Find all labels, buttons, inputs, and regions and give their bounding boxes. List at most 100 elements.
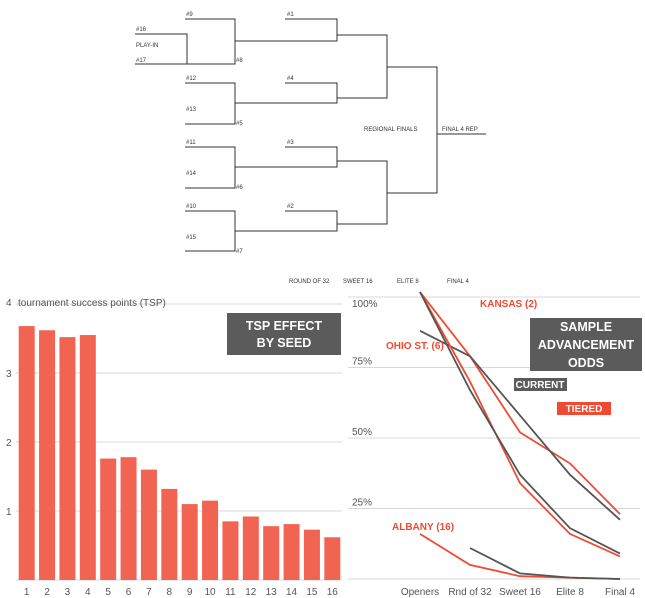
- bracket-line: [285, 18, 338, 42]
- bar: [100, 458, 117, 580]
- bar: [39, 330, 56, 580]
- bar: [263, 526, 280, 580]
- bar: [181, 504, 198, 580]
- bracket-line: [387, 66, 438, 194]
- bracket-line: [185, 210, 236, 252]
- x-tick-label: 3: [65, 587, 71, 598]
- seed-label: #10: [186, 204, 197, 210]
- bracket-line: [337, 34, 388, 99]
- bar-chart-title: TSP EFFECT BY SEED: [246, 319, 323, 350]
- x-tick-label: 4: [85, 587, 91, 598]
- bar-y-ticks: 1 2 3 4: [6, 298, 12, 518]
- seed-label: #14: [186, 171, 197, 177]
- bar: [202, 500, 219, 580]
- seed-label: #4: [287, 76, 294, 82]
- x-tick-label: 7: [146, 587, 152, 598]
- seed-label: #12: [186, 76, 197, 82]
- y-tick-label: 4: [6, 298, 12, 309]
- bar-series: [18, 326, 341, 580]
- bar: [140, 469, 157, 580]
- x-tick-label: 12: [245, 587, 257, 598]
- seed-label: #5: [236, 121, 243, 127]
- bar-x-ticks: 1 2 3 4 5 6 7 8 9 10 11 12 13 14 15 16: [24, 587, 338, 598]
- seed-label: #17: [136, 58, 147, 64]
- bar: [59, 337, 76, 580]
- seed-label: #9: [186, 12, 193, 18]
- legend-current-box: [514, 378, 567, 391]
- bracket-line: [185, 146, 236, 189]
- y-tick-label: 1: [6, 507, 12, 518]
- seed-label: #8: [236, 58, 243, 64]
- play-in-label: PLAY-IN: [136, 43, 158, 49]
- round-label: ROUND OF 32: [289, 279, 330, 285]
- y-tick-label: 50%: [352, 427, 372, 438]
- y-tick-label: 75%: [352, 357, 372, 368]
- line-title-box: [530, 318, 642, 371]
- x-tick-label: Final 4: [605, 587, 635, 598]
- bracket-line: [135, 33, 188, 65]
- bar: [120, 457, 137, 580]
- bar: [283, 524, 300, 580]
- line-series: [419, 291, 621, 580]
- seed-label: #3: [287, 140, 294, 146]
- bar-y-axis-label: tournament success points (TSP): [18, 298, 166, 309]
- seed-label: #2: [287, 204, 294, 210]
- legend-tiered-box: [557, 402, 611, 415]
- y-tick-label: 3: [6, 369, 12, 380]
- legend-current-label: CURRENT: [516, 380, 565, 391]
- bracket-line: [285, 210, 338, 232]
- bar: [79, 335, 96, 580]
- odds-chart: 25% 50% 75% 100% Openers Rnd of 32 Sweet 16 El…: [348, 291, 642, 598]
- x-tick-label: 6: [126, 587, 132, 598]
- bar: [222, 521, 239, 580]
- x-tick-label: 8: [167, 587, 173, 598]
- x-tick-label: 15: [306, 587, 318, 598]
- kansas-label: KANSAS (2): [480, 299, 537, 310]
- x-tick-label: Rnd of 32: [448, 587, 492, 598]
- final4-rep-label: FINAL 4 REP: [442, 127, 478, 133]
- bracket-line: [285, 82, 338, 104]
- x-tick-label: 9: [187, 587, 193, 598]
- series-line-tiered: [419, 533, 621, 580]
- bracket-labels: #16 PLAY-IN #17 #9 #8 #12 #13 #5 #11 #14…: [136, 12, 478, 285]
- bar: [18, 326, 35, 580]
- x-tick-label: 14: [286, 587, 298, 598]
- bracket-line: [185, 82, 236, 125]
- line-chart-title: SAMPLE ADVANCEMENT ODDS: [538, 320, 635, 370]
- seed-label: #1: [287, 12, 294, 18]
- x-tick-label: 13: [266, 587, 278, 598]
- x-tick-label: 1: [24, 587, 30, 598]
- bar: [303, 529, 320, 580]
- seed-label: #6: [236, 185, 243, 191]
- x-tick-label: 5: [105, 587, 111, 598]
- x-tick-label: 11: [225, 587, 236, 598]
- round-label: FINAL 4: [447, 279, 469, 285]
- seed-label: #15: [186, 235, 197, 241]
- line-gridlines: [348, 296, 640, 580]
- bracket-line: [285, 146, 338, 168]
- bracket-line: [185, 18, 236, 65]
- bar: [161, 488, 178, 580]
- line-y-ticks: 25% 50% 75% 100%: [352, 299, 378, 509]
- x-tick-label: Openers: [401, 587, 439, 598]
- bar: [324, 537, 341, 580]
- series-line-tiered: [419, 291, 621, 515]
- x-tick-label: Sweet 16: [499, 587, 541, 598]
- series-line-current: [419, 329, 621, 521]
- seed-label: #13: [186, 107, 197, 113]
- seed-label: #7: [236, 249, 243, 255]
- bar-title-box: [227, 313, 341, 355]
- bracket: [135, 18, 486, 252]
- x-tick-label: Elite 8: [556, 587, 584, 598]
- x-tick-label: 10: [205, 587, 217, 598]
- albany-label: ALBANY (16): [392, 522, 454, 533]
- x-tick-label: 2: [44, 587, 50, 598]
- regional-finals-label: REGIONAL FINALS: [364, 127, 417, 133]
- legend-tiered-label: TIERED: [566, 404, 603, 415]
- series-line-current: [419, 291, 621, 555]
- round-label: SWEET 16: [343, 279, 373, 285]
- y-tick-label: 100%: [352, 299, 378, 310]
- line-x-ticks: Openers Rnd of 32 Sweet 16 Elite 8 Final 4: [401, 587, 636, 598]
